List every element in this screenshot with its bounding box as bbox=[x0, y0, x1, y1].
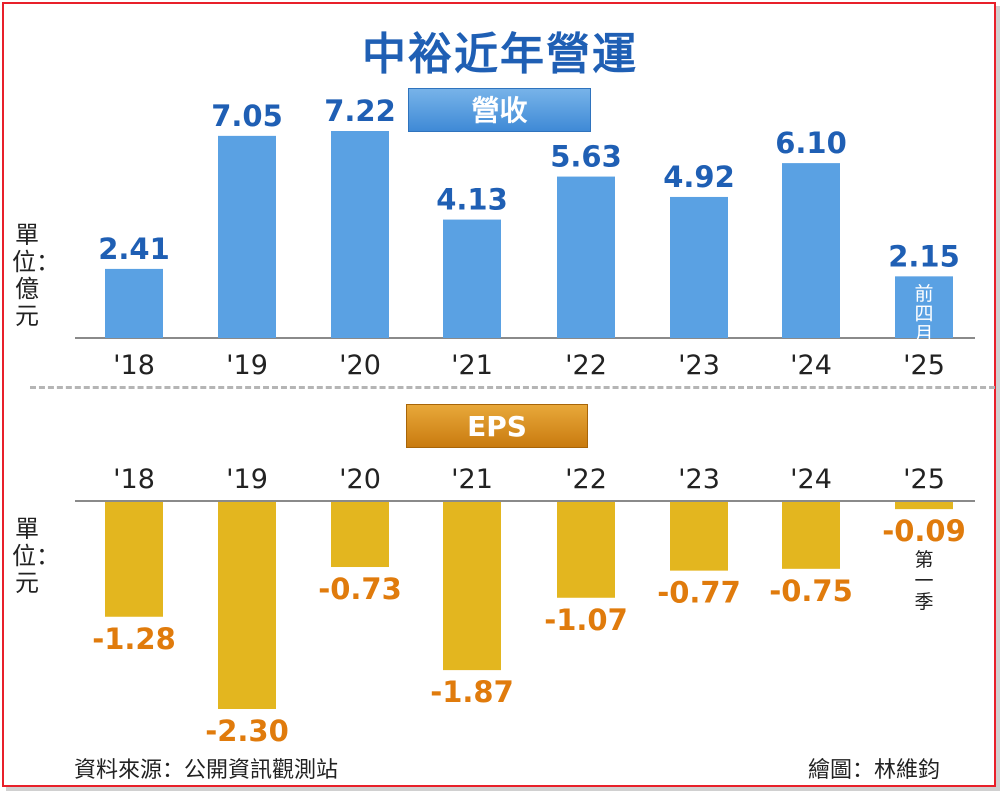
eps-year-label: '23 bbox=[678, 464, 720, 495]
eps-year-label: '18 bbox=[113, 464, 155, 495]
revenue-period-note: 月 bbox=[914, 323, 933, 345]
revenue-chart: 2.41 '18 7.05 '19 7.22 '20 4.13 '21 5.63 '22 4.92 '… bbox=[75, 94, 975, 381]
revenue-bar bbox=[782, 163, 840, 338]
eps-bar bbox=[218, 501, 276, 709]
revenue-value-label: 5.63 bbox=[550, 140, 622, 174]
credit-note: 繪圖：林維鈞 bbox=[808, 758, 941, 783]
eps-year-label: '24 bbox=[790, 464, 832, 495]
eps-bar bbox=[670, 501, 728, 571]
eps-value-label: -2.30 bbox=[205, 714, 289, 748]
eps-value-label: -0.77 bbox=[657, 576, 741, 610]
revenue-year-label: '25 bbox=[903, 350, 945, 381]
eps-period-note: 季 bbox=[914, 591, 933, 613]
revenue-period-note: 前 bbox=[914, 283, 933, 305]
revenue-year-label: '18 bbox=[113, 350, 155, 381]
eps-value-label: -0.75 bbox=[769, 574, 853, 608]
revenue-bar bbox=[218, 135, 276, 338]
revenue-year-label: '21 bbox=[451, 350, 493, 381]
eps-value-label: -0.73 bbox=[318, 572, 402, 606]
revenue-bar bbox=[895, 276, 953, 338]
eps-tag: EPS bbox=[406, 404, 588, 448]
eps-value-label: -1.28 bbox=[92, 622, 176, 656]
revenue-bar bbox=[557, 176, 615, 338]
eps-bar bbox=[443, 501, 501, 671]
eps-year-label: '19 bbox=[226, 464, 268, 495]
eps-chart: -1.28 '18 -2.30 '19 -0.73 '20 -1.87 '21 -1.07 '22… bbox=[75, 464, 975, 748]
revenue-period-note: 四 bbox=[914, 303, 933, 325]
revenue-year-label: '23 bbox=[678, 350, 720, 381]
revenue-value-label: 2.15 bbox=[888, 239, 960, 273]
revenue-bar bbox=[105, 268, 163, 338]
source-note: 資料來源：公開資訊觀測站 bbox=[74, 758, 339, 783]
eps-bar bbox=[782, 501, 840, 569]
revenue-value-label: 4.92 bbox=[663, 160, 735, 194]
eps-period-note: 第 bbox=[914, 549, 933, 571]
revenue-year-label: '20 bbox=[339, 350, 381, 381]
chart-title: 中裕近年營運 bbox=[362, 29, 638, 80]
eps-year-label: '22 bbox=[565, 464, 607, 495]
eps-year-label: '21 bbox=[451, 464, 493, 495]
revenue-tag: 營收 bbox=[408, 88, 591, 132]
revenue-value-label: 4.13 bbox=[436, 183, 508, 217]
eps-period-note: 一 bbox=[914, 570, 933, 592]
revenue-year-label: '22 bbox=[565, 350, 607, 381]
eps-bar bbox=[557, 501, 615, 598]
eps-bar bbox=[331, 501, 389, 568]
eps-bar bbox=[105, 501, 163, 617]
revenue-bar bbox=[331, 131, 389, 338]
revenue-year-label: '19 bbox=[226, 350, 268, 381]
revenue-bar bbox=[443, 219, 501, 338]
revenue-value-label: 6.10 bbox=[775, 126, 847, 160]
revenue-value-label: 7.05 bbox=[211, 99, 283, 133]
revenue-year-label: '24 bbox=[790, 350, 832, 381]
eps-bar bbox=[895, 501, 953, 510]
eps-value-label: -1.07 bbox=[544, 603, 628, 637]
revenue-value-label: 2.41 bbox=[98, 232, 170, 266]
eps-year-label: '20 bbox=[339, 464, 381, 495]
section-divider bbox=[30, 386, 995, 389]
revenue-bar bbox=[670, 196, 728, 338]
eps-value-label: -1.87 bbox=[430, 675, 514, 709]
eps-value-label: -0.09 bbox=[882, 514, 966, 548]
revenue-value-label: 7.22 bbox=[324, 94, 396, 128]
eps-year-label: '25 bbox=[903, 464, 945, 495]
